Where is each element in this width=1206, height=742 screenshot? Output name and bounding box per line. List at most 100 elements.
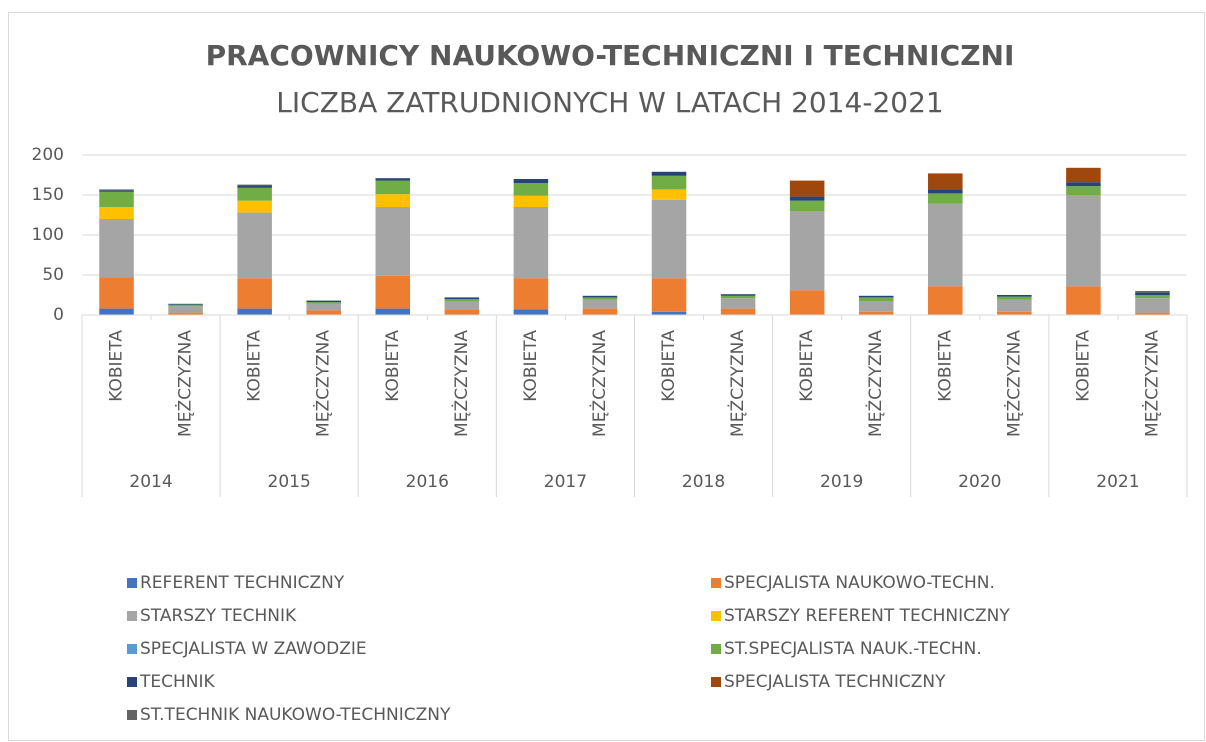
bar-segment <box>1066 186 1101 195</box>
x-tick-label: KOBIETA <box>521 330 541 402</box>
bar-segment <box>928 173 963 190</box>
bar-segment <box>306 310 341 315</box>
bar-segment <box>651 189 687 200</box>
x-tick-label: MĘŻCZYZNA <box>451 330 472 437</box>
bar-segment <box>651 171 687 176</box>
bar-segment <box>720 298 756 309</box>
y-tick-label: 50 <box>42 265 64 285</box>
bar-segment <box>997 296 1032 300</box>
chart-subtitle: LICZBA ZATRUDNIONYCH W LATACH 2014-2021 <box>276 86 943 119</box>
bar-segment <box>444 299 480 302</box>
bar-segment <box>168 303 203 305</box>
x-tick-label: KOBIETA <box>797 330 817 402</box>
x-tick-label: MĘŻCZYZNA <box>1003 330 1024 437</box>
bar-segment <box>237 278 272 309</box>
legend-label: ST.SPECJALISTA NAUK.-TECHN. <box>724 639 982 659</box>
bar-segment <box>99 191 134 207</box>
x-tick-label: KOBIETA <box>935 330 955 402</box>
bar-segment <box>99 190 134 192</box>
bar-segment <box>1066 167 1101 183</box>
bar-segment <box>375 194 411 207</box>
legend-swatch <box>711 578 721 588</box>
y-tick-label: 150 <box>32 185 64 205</box>
bar-segment <box>1066 286 1101 315</box>
bar-segment <box>237 308 272 315</box>
bar-segment <box>858 311 894 315</box>
bar-segment <box>1135 298 1170 313</box>
legend-swatch <box>127 677 137 687</box>
legend-swatch <box>711 611 721 621</box>
bar-segment <box>375 178 411 181</box>
legend-swatch <box>127 644 137 654</box>
x-tick-label: MĘŻCZYZNA <box>175 330 196 437</box>
bar-segment <box>651 311 687 315</box>
legend-swatch <box>127 710 137 720</box>
x-tick-label: KOBIETA <box>383 330 403 402</box>
bar-segment <box>306 303 341 311</box>
bar-segment <box>928 286 963 315</box>
y-tick-label: 100 <box>32 225 64 245</box>
bar-segment <box>997 311 1032 315</box>
legend-swatch <box>711 677 721 687</box>
bar-segment <box>928 189 963 194</box>
bar-segment <box>237 212 272 279</box>
group-label: 2015 <box>268 472 311 492</box>
bar-segment <box>99 219 134 278</box>
bar-segment <box>651 278 687 312</box>
bar-segment <box>789 211 825 291</box>
x-tick-label: MĘŻCZYZNA <box>727 330 748 437</box>
bar-segment <box>168 306 203 313</box>
legend-label: SPECJALISTA TECHNICZNY <box>724 672 946 692</box>
bar-segment <box>168 304 203 307</box>
group-label: 2017 <box>544 472 587 492</box>
bar-segment <box>444 309 480 315</box>
x-tick-label: MĘŻCZYZNA <box>1141 330 1162 437</box>
group-label: 2021 <box>1096 472 1139 492</box>
bar-segment <box>99 207 134 219</box>
bar-segment <box>858 301 894 312</box>
bar-segment <box>444 301 480 310</box>
y-tick-label: 200 <box>32 145 64 165</box>
x-tick-label: MĘŻCZYZNA <box>865 330 886 437</box>
bar-segment <box>513 195 549 207</box>
group-label: 2020 <box>958 472 1001 492</box>
legend-label: REFERENT TECHNICZNY <box>140 573 345 593</box>
bar-segment <box>513 309 549 315</box>
bar-segment <box>237 184 272 186</box>
bar-segment <box>928 193 963 204</box>
bar-segment <box>789 196 825 201</box>
group-label: 2018 <box>682 472 725 492</box>
bar-segment <box>928 203 963 287</box>
bar-segment <box>1066 195 1101 287</box>
bar-segment <box>306 300 341 303</box>
bar-segment <box>1066 182 1101 187</box>
bar-segment <box>375 275 411 309</box>
bar-segment <box>651 199 687 279</box>
x-tick-label: KOBIETA <box>659 330 679 402</box>
x-tick-label: KOBIETA <box>107 330 127 402</box>
bar-segment <box>513 179 549 183</box>
x-tick-label: KOBIETA <box>1073 330 1093 402</box>
legend-label: SPECJALISTA W ZAWODZIE <box>140 639 367 659</box>
bar-segment <box>858 297 894 302</box>
x-tick-label: MĘŻCZYZNA <box>589 330 610 437</box>
bar-segment <box>582 297 618 300</box>
bar-segment <box>237 185 272 188</box>
bar-segment <box>237 187 272 201</box>
bar-segment <box>237 200 272 213</box>
bar-segment <box>1135 295 1170 299</box>
chart-frame <box>8 12 1205 741</box>
legend-label: TECHNIK <box>139 672 216 692</box>
bar-segment <box>720 308 756 315</box>
legend-swatch <box>127 611 137 621</box>
bar-segment <box>306 302 341 304</box>
bar-segment <box>375 180 411 195</box>
y-tick-label: 0 <box>53 305 64 325</box>
bar-segment <box>789 180 825 197</box>
bar-segment <box>582 295 618 298</box>
bar-segment <box>1135 292 1170 295</box>
bar-segment <box>375 308 411 315</box>
bar-segment <box>720 294 756 296</box>
bar-segment <box>513 278 549 310</box>
